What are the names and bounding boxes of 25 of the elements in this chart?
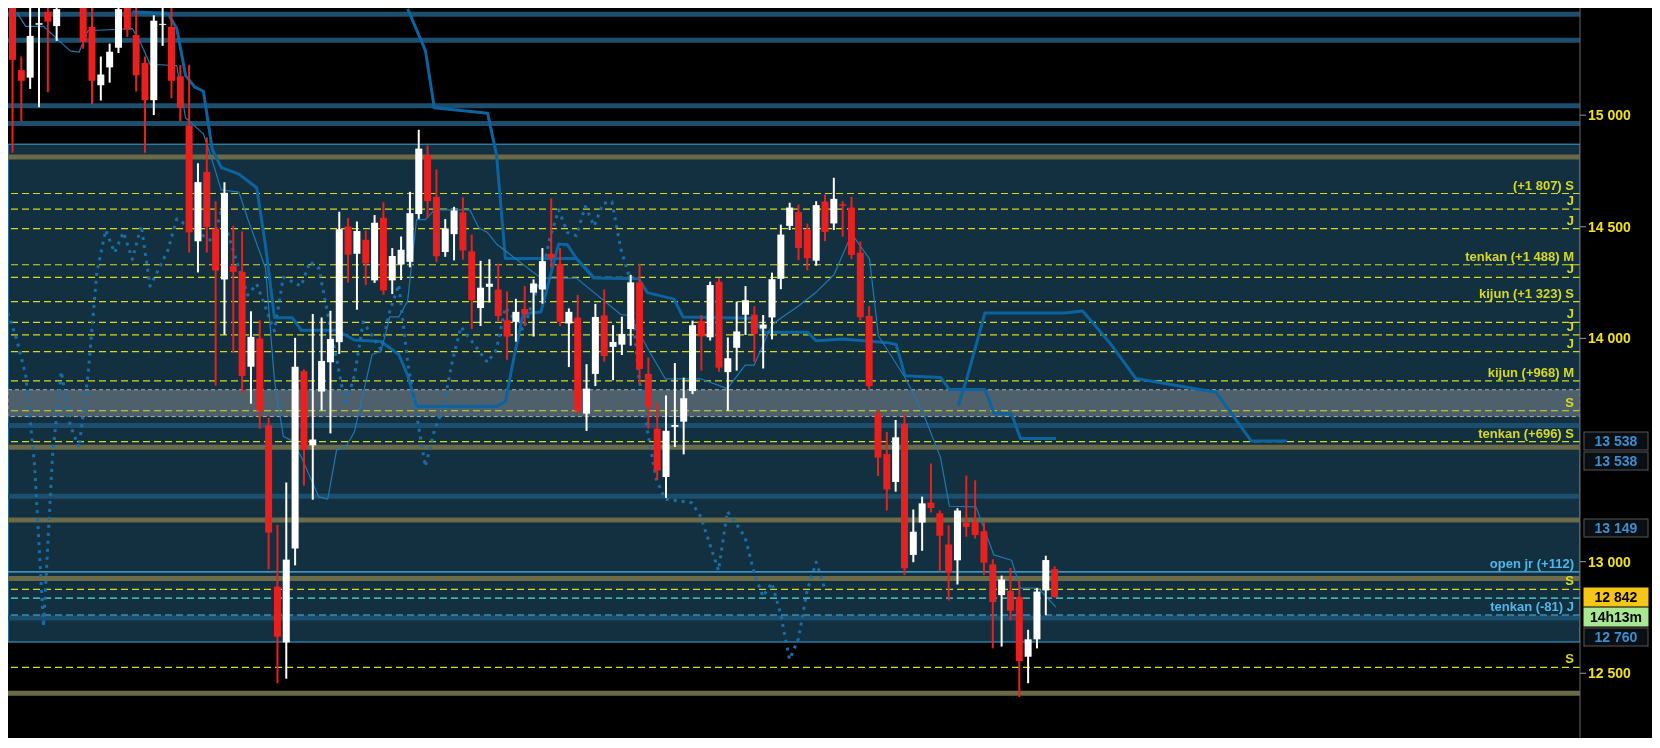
ref-line-label: tenkan (-81) J — [1490, 598, 1574, 614]
ref-line-label: kijun (+1 323) S — [1478, 285, 1575, 301]
text: 14h13m — [1589, 609, 1643, 625]
text: 13 538 — [1594, 433, 1638, 449]
ref-line-label: tenkan (+696) S — [1478, 425, 1575, 441]
y-tick-label: 12 500 — [1588, 665, 1632, 682]
ref-line-label: (+1 807) S — [1512, 177, 1575, 193]
text: 12 760 — [1594, 629, 1638, 645]
ref-line-label: open jr (+112) — [1489, 555, 1574, 571]
ref-line-label: S — [1565, 394, 1575, 410]
ref-line-label: J — [1566, 212, 1574, 228]
ref-line-label: J — [1566, 261, 1574, 277]
y-tick-label: 15 000 — [1588, 107, 1632, 124]
ref-line-label: kijun (+968) M — [1487, 364, 1574, 380]
ref-line-label: J — [1566, 193, 1574, 209]
ref-line-label: tenkan (+1 488) M — [1465, 248, 1574, 264]
ref-line-label: S — [1565, 573, 1575, 589]
text: 12 842 — [1594, 589, 1638, 605]
ref-line-label: S — [1565, 651, 1575, 667]
y-tick-label: 14 000 — [1588, 330, 1632, 347]
text: 13 149 — [1594, 520, 1638, 536]
text: 13 538 — [1594, 453, 1638, 469]
ref-line-label: J — [1566, 335, 1574, 351]
y-tick-label: 14 500 — [1588, 218, 1632, 235]
y-tick-label: 13 000 — [1588, 553, 1632, 570]
